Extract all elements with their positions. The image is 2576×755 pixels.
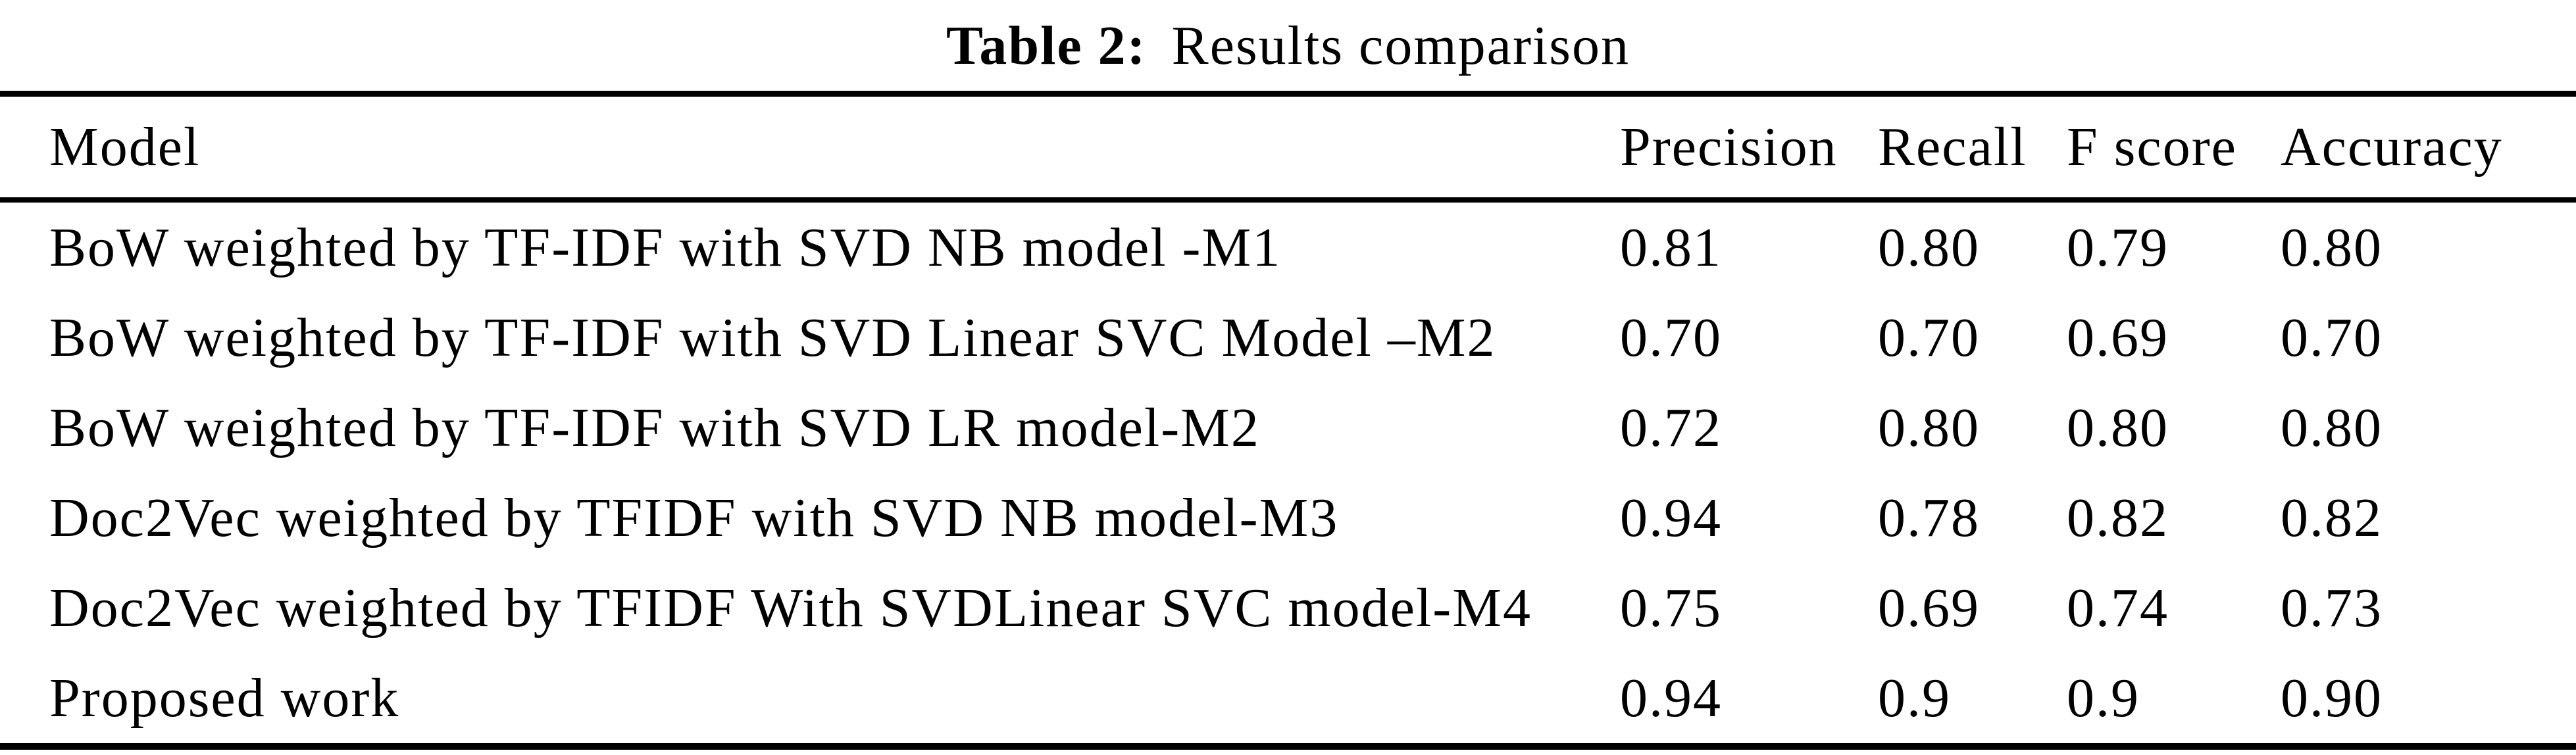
cell-recall: 0.70	[1878, 307, 1980, 368]
cell-model: BoW weighted by TF-IDF with SVD LR model…	[49, 397, 1260, 458]
cell-precision: 0.94	[1620, 487, 1722, 548]
cell-f-score: 0.82	[2067, 487, 2169, 548]
cell-precision: 0.72	[1620, 397, 1722, 458]
cell-accuracy: 0.70	[2281, 307, 2383, 368]
cell-precision: 0.75	[1620, 577, 1722, 639]
caption-text: Results comparison	[1171, 14, 1630, 76]
caption-label: Table 2:	[946, 14, 1147, 76]
table-row: Proposed work 0.94 0.9 0.9 0.90	[0, 653, 2576, 743]
cell-accuracy: 0.80	[2281, 217, 2383, 278]
cell-accuracy: 0.82	[2281, 487, 2383, 548]
column-header-precision: Precision	[1620, 116, 1838, 178]
cell-f-score: 0.9	[2067, 668, 2140, 729]
table-row: BoW weighted by TF-IDF with SVD LR model…	[0, 383, 2576, 473]
cell-accuracy: 0.90	[2281, 668, 2383, 729]
table-row: BoW weighted by TF-IDF with SVD Linear S…	[0, 293, 2576, 383]
cell-f-score: 0.69	[2067, 307, 2169, 368]
column-header-recall: Recall	[1878, 116, 2027, 178]
cell-accuracy: 0.73	[2281, 577, 2383, 639]
cell-model: Doc2Vec weighted by TFIDF With SVDLinear…	[49, 577, 1532, 639]
table-row: BoW weighted by TF-IDF with SVD NB model…	[0, 203, 2576, 293]
cell-recall: 0.78	[1878, 487, 1980, 548]
cell-f-score: 0.74	[2067, 577, 2169, 639]
cell-f-score: 0.80	[2067, 397, 2169, 458]
cell-recall: 0.9	[1878, 668, 1951, 729]
cell-model: BoW weighted by TF-IDF with SVD NB model…	[49, 217, 1282, 278]
cell-model: Doc2Vec weighted by TFIDF with SVD NB mo…	[49, 487, 1339, 548]
column-header-model: Model	[49, 116, 201, 178]
column-header-accuracy: Accuracy	[2281, 116, 2503, 178]
cell-f-score: 0.79	[2067, 217, 2169, 278]
cell-precision: 0.94	[1620, 668, 1722, 729]
cell-precision: 0.70	[1620, 307, 1722, 368]
cell-recall: 0.80	[1878, 217, 1980, 278]
table-row: Doc2Vec weighted by TFIDF With SVDLinear…	[0, 563, 2576, 653]
cell-accuracy: 0.80	[2281, 397, 2383, 458]
column-header-f-score: F score	[2067, 116, 2237, 178]
table-top-rule	[0, 91, 2576, 97]
cell-precision: 0.81	[1620, 217, 1722, 278]
table-caption: Table 2: Results comparison	[0, 0, 2576, 91]
table-body: BoW weighted by TF-IDF with SVD NB model…	[0, 203, 2576, 743]
table-row: Doc2Vec weighted by TFIDF with SVD NB mo…	[0, 473, 2576, 563]
cell-recall: 0.69	[1878, 577, 1980, 639]
table-bottom-rule	[0, 743, 2576, 750]
cell-model: Proposed work	[49, 668, 400, 729]
table-header-row: Model Precision Recall F score Accuracy	[0, 97, 2576, 197]
table-header-rule	[0, 197, 2576, 203]
cell-recall: 0.80	[1878, 397, 1980, 458]
cell-model: BoW weighted by TF-IDF with SVD Linear S…	[49, 307, 1496, 368]
